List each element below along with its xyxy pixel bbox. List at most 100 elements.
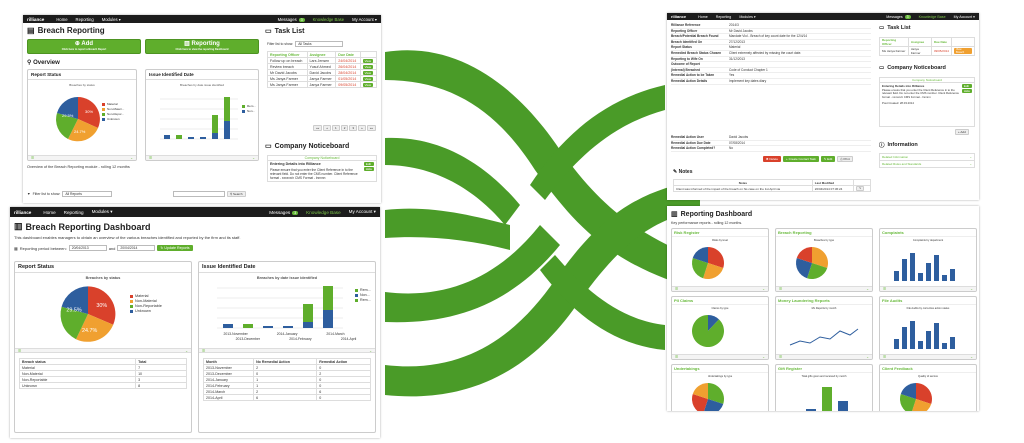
panel-title[interactable]: Gift Register [776,365,872,373]
nav-account[interactable]: My Account ▾ [348,209,376,214]
field-row: Outcome of Report [671,62,871,68]
delete-button[interactable]: ✖ Delete [763,156,782,162]
panel-title[interactable]: Risk Register [672,229,768,237]
edit-button[interactable]: ✎ Edit [820,156,836,162]
print-button[interactable]: ⎙ Print [837,156,853,162]
nav-modules[interactable]: Modules ▾ [101,16,121,22]
reporting-button[interactable]: ▥ Reporting Click here to view the repor… [145,39,259,54]
panel-title[interactable]: PII Claims [672,297,768,305]
nav-messages[interactable]: Messages 3 [886,14,911,19]
view-button[interactable]: View [362,70,374,75]
brand-logo[interactable]: rilliance [27,16,45,22]
task-filter-select[interactable]: All Tasks [295,41,344,47]
page-3[interactable]: 3 [349,125,358,131]
nav-knowledge-base[interactable]: Knowledge Base [306,209,341,215]
nav-home[interactable]: Home [56,16,68,22]
info-related-information[interactable]: Related Information ⌄ [880,155,974,161]
field-value: Mr David Jacobs [729,28,753,33]
page-2[interactable]: 2 [340,125,349,131]
field-label: Breach Identified On [671,39,703,44]
nav-reporting[interactable]: Reporting [715,14,732,19]
panel-title[interactable]: Money Laundering Reports [776,297,872,305]
view-breach-button[interactable]: View Breach [953,48,972,54]
panel-title[interactable]: Breach Reporting [776,229,872,237]
nav-messages[interactable]: Messages 3 [269,209,299,215]
add-breach-button[interactable]: ⊕ Add Click here to report a Breach Repo… [27,39,141,54]
page-next[interactable]: » [358,125,366,131]
search-input[interactable] [173,191,225,197]
search-button[interactable]: ⚲ Search [227,191,246,197]
panel-footer[interactable]: ☰ ⌄ [776,286,872,291]
panel-title[interactable]: File Audits [880,297,976,305]
panel-footer[interactable]: ☰ ⌄ [15,348,191,353]
nav-modules[interactable]: Modules ▾ [739,14,756,19]
brand-logo[interactable]: rilliance [14,209,32,215]
page-first[interactable]: «« [313,125,323,131]
panel-footer[interactable]: ☰ ⌄ [776,354,872,359]
pie-slice [900,383,916,399]
page-1[interactable]: 1 [332,125,340,131]
panel-footer[interactable]: ☰ ⌄ [28,155,136,160]
nav-account[interactable]: My Account ▾ [352,16,377,22]
mini-chart [894,321,955,349]
update-reports-button[interactable]: ↻ Update Reports [157,245,193,251]
nav-home[interactable]: Home [43,209,56,215]
panel-title: Issue Identified Date [199,262,375,273]
pie-slice [708,315,719,331]
add-notice-button[interactable]: + Add [955,129,969,135]
view-button[interactable]: View [362,76,374,81]
date-to-input[interactable]: 20/04/2014 [117,245,156,251]
issue-date-panel: Issue Identified Date Breaches by date i… [145,69,259,161]
panel-footer[interactable]: ☰ ⌄ [199,348,375,353]
view-button[interactable]: View [362,58,374,63]
page-prev[interactable]: « [323,125,332,131]
hide-button[interactable]: Hide [363,167,374,171]
page-description: This dashboard enables managers to obtai… [14,235,241,240]
notice-title: Entering Details into Rilliance [882,84,925,88]
chart-title: Claims by type [711,307,729,310]
refresh-icon: ↻ [160,246,164,250]
field-row: Remedial Action User David Jacobs [671,135,871,141]
nav-home[interactable]: Home [698,14,708,19]
panel-footer[interactable]: ☰ ⌄ [672,354,768,359]
create-task-button[interactable]: + Create Contact Task [783,156,819,162]
document-icon: ▤ [27,26,35,35]
bar [894,339,899,349]
nav-reporting[interactable]: Reporting [75,16,94,22]
pie-slice-non-material [68,119,98,142]
panel-footer[interactable]: ☰ ⌄ [880,286,976,291]
panel-footer[interactable]: ☰ ⌄ [146,155,258,160]
brand-logo[interactable]: rilliance [671,14,687,19]
panel-footer[interactable]: ☰ ⌄ [672,286,768,291]
pie-slice [807,263,828,279]
date-from-input[interactable]: 20/04/2013 [68,245,107,251]
bar [926,263,931,281]
field-value: 2014/3 [729,23,739,27]
info-related-rules[interactable]: Related Rules and Standards ⌄ [882,162,972,166]
status-pie-chart: 30% 29.5% 24.7% [56,97,100,142]
edit-button[interactable]: Edit [961,84,972,88]
view-button[interactable]: View [362,64,374,69]
page-last[interactable]: »» [366,125,377,131]
nav-account[interactable]: My Account ▾ [953,14,975,19]
nav-knowledge-base[interactable]: Knowledge Base [312,16,345,22]
pie-slice [692,258,708,279]
edit-button[interactable]: Edit [363,162,374,166]
nav-modules[interactable]: Modules ▾ [91,209,113,214]
panel-title[interactable]: Complaints [880,229,976,237]
period-bar: ▦ Reporting period between: 20/04/2013 a… [14,245,193,251]
bar-chart-icon: ▥ [14,221,23,231]
nav-reporting[interactable]: Reporting [63,209,84,215]
noticeboard-box: Company Noticeboard Entering Details int… [879,77,975,127]
bar [188,137,194,139]
filter-select[interactable]: All Reports [62,191,113,197]
nav-messages[interactable]: Messages 3 [277,16,305,22]
panel-title[interactable]: Client Feedback [880,365,976,373]
hide-button[interactable]: Hide [961,89,972,93]
view-button[interactable]: View [362,82,374,87]
panel-title[interactable]: Undertakings [672,365,768,373]
panel-footer[interactable]: ☰ ⌄ [880,354,976,359]
nav-knowledge-base[interactable]: Knowledge Base [918,14,946,19]
note-edit-button[interactable]: ✎ [856,186,865,191]
bar [902,327,907,349]
